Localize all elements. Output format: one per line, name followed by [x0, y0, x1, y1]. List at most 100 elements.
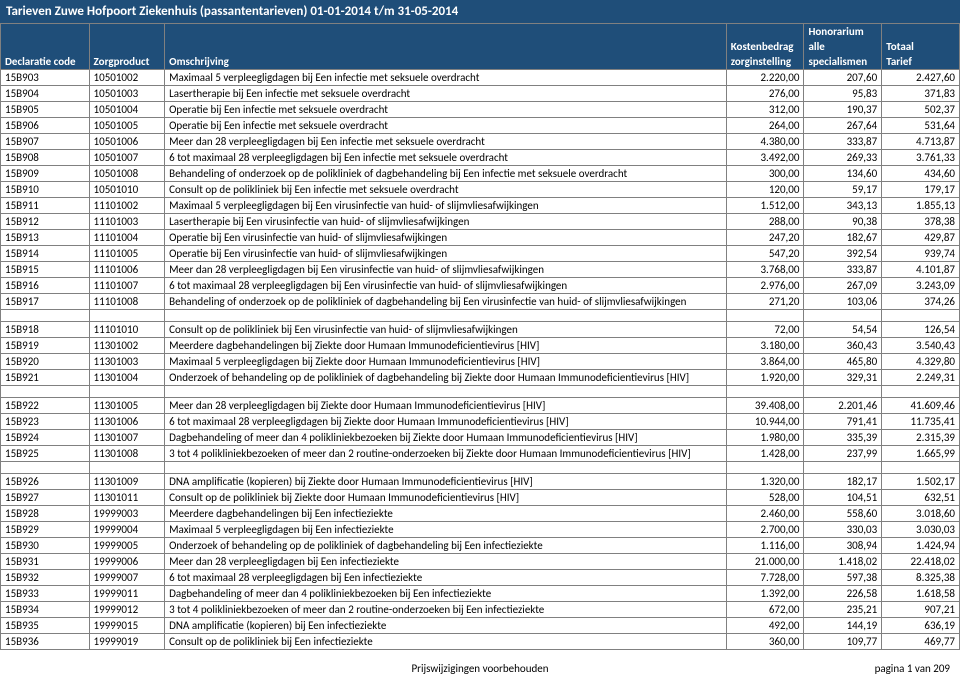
cell-hono: 329,31 — [804, 370, 882, 386]
col-kosten-3: zorginstelling — [726, 54, 804, 70]
cell-tot: 4.329,80 — [882, 354, 960, 370]
table-row: 15B91911301002Meerdere dagbehandelingen … — [1, 338, 960, 354]
table-row: 15B93119999006Meer dan 28 verpleegligdag… — [1, 554, 960, 570]
cell-zorg: 11301004 — [89, 370, 165, 386]
col-honorarium-1: Honorarium — [804, 24, 882, 40]
cell-omsch: Consult op de polikliniek bij Een infect… — [165, 182, 727, 198]
cell-zorg: 11301005 — [89, 398, 165, 414]
cell-decl: 15B917 — [1, 294, 90, 310]
cell-decl: 15B903 — [1, 70, 90, 86]
cell-kost: 312,00 — [726, 102, 804, 118]
cell-kost: 3.180,00 — [726, 338, 804, 354]
table-row: 15B90710501006Meer dan 28 verpleegligdag… — [1, 134, 960, 150]
cell-hono: 597,38 — [804, 570, 882, 586]
cell-tot: 469,77 — [882, 634, 960, 650]
cell-hono: 90,38 — [804, 214, 882, 230]
cell-hono: 237,99 — [804, 446, 882, 462]
cell-omsch: Maximaal 5 verpleegligdagen bij Een infe… — [165, 522, 727, 538]
cell-zorg: 10501003 — [89, 86, 165, 102]
col-honorarium-2: alle — [804, 39, 882, 54]
cell-omsch: Meer dan 28 verpleegligdagen bij Een inf… — [165, 554, 727, 570]
cell-kost: 1.980,00 — [726, 430, 804, 446]
cell-omsch: Maximaal 5 verpleegligdagen bij Een infe… — [165, 70, 727, 86]
cell-hono: 791,41 — [804, 414, 882, 430]
cell-omsch: Dagbehandeling of meer dan 4 polikliniek… — [165, 430, 727, 446]
cell-kost: 21.000,00 — [726, 554, 804, 570]
table-row: 15B916111010076 tot maximaal 28 verpleeg… — [1, 278, 960, 294]
cell-omsch: DNA amplificatie (kopieren) bij Een infe… — [165, 618, 727, 634]
cell-zorg: 10501007 — [89, 150, 165, 166]
cell-decl: 15B932 — [1, 570, 90, 586]
table-row: 15B92011301003Maximaal 5 verpleegligdage… — [1, 354, 960, 370]
cell-zorg: 10501004 — [89, 102, 165, 118]
cell-tot: 3.540,43 — [882, 338, 960, 354]
cell-zorg: 11101003 — [89, 214, 165, 230]
cell-decl: 15B920 — [1, 354, 90, 370]
cell-zorg: 11301003 — [89, 354, 165, 370]
cell-kost: 72,00 — [726, 322, 804, 338]
cell-zorg: 11101008 — [89, 294, 165, 310]
cell-zorg: 11101005 — [89, 246, 165, 262]
cell-decl: 15B911 — [1, 198, 90, 214]
cell-omsch: Operatie bij Een virusinfectie van huid-… — [165, 246, 727, 262]
cell-zorg: 11101006 — [89, 262, 165, 278]
cell-decl: 15B922 — [1, 398, 90, 414]
cell-kost: 1.512,00 — [726, 198, 804, 214]
cell-kost: 120,00 — [726, 182, 804, 198]
cell-hono: 104,51 — [804, 490, 882, 506]
cell-tot: 632,51 — [882, 490, 960, 506]
cell-kost: 547,20 — [726, 246, 804, 262]
cell-kost: 3.864,00 — [726, 354, 804, 370]
cell-zorg: 11101010 — [89, 322, 165, 338]
cell-kost: 264,00 — [726, 118, 804, 134]
cell-hono: 267,64 — [804, 118, 882, 134]
table-row: 15B93519999015DNA amplificatie (kopieren… — [1, 618, 960, 634]
table-row: 15B93319999011Dagbehandeling of meer dan… — [1, 586, 960, 602]
col-honorarium-3: specialismen — [804, 54, 882, 70]
cell-decl: 15B927 — [1, 490, 90, 506]
cell-tot: 4.713,87 — [882, 134, 960, 150]
cell-hono: 2.201,46 — [804, 398, 882, 414]
spacer-row — [1, 310, 960, 322]
cell-decl: 15B913 — [1, 230, 90, 246]
cell-tot: 907,21 — [882, 602, 960, 618]
cell-omsch: Maximaal 5 verpleegligdagen bij Een viru… — [165, 198, 727, 214]
table-row: 15B91311101004Operatie bij Een virusinfe… — [1, 230, 960, 246]
table-row: 15B90610501005Operatie bij Een infectie … — [1, 118, 960, 134]
cell-zorg: 19999011 — [89, 586, 165, 602]
cell-hono: 335,39 — [804, 430, 882, 446]
spacer-row — [1, 386, 960, 398]
cell-decl: 15B916 — [1, 278, 90, 294]
cell-hono: 333,87 — [804, 134, 882, 150]
cell-zorg: 19999006 — [89, 554, 165, 570]
cell-kost: 7.728,00 — [726, 570, 804, 586]
cell-omsch: Behandeling of onderzoek op de poliklini… — [165, 294, 727, 310]
cell-kost: 2.700,00 — [726, 522, 804, 538]
cell-kost: 2.460,00 — [726, 506, 804, 522]
cell-kost: 1.116,00 — [726, 538, 804, 554]
cell-hono: 392,54 — [804, 246, 882, 262]
cell-zorg: 19999015 — [89, 618, 165, 634]
cell-hono: 267,09 — [804, 278, 882, 294]
table-row: 15B92611301009DNA amplificatie (kopieren… — [1, 474, 960, 490]
cell-hono: 558,60 — [804, 506, 882, 522]
cell-hono: 182,17 — [804, 474, 882, 490]
cell-kost: 2.220,00 — [726, 70, 804, 86]
cell-kost: 2.976,00 — [726, 278, 804, 294]
cell-omsch: Consult op de polikliniek bij Een virusi… — [165, 322, 727, 338]
cell-omsch: 6 tot maximaal 28 verpleegligdagen bij E… — [165, 150, 727, 166]
cell-zorg: 11301007 — [89, 430, 165, 446]
cell-tot: 371,83 — [882, 86, 960, 102]
cell-decl: 15B936 — [1, 634, 90, 650]
cell-omsch: Operatie bij Een infectie met seksuele o… — [165, 118, 727, 134]
cell-kost: 1.428,00 — [726, 446, 804, 462]
cell-tot: 1.618,58 — [882, 586, 960, 602]
col-omschrijving: Omschrijving — [165, 24, 727, 70]
cell-kost: 10.944,00 — [726, 414, 804, 430]
cell-kost: 3.768,00 — [726, 262, 804, 278]
cell-decl: 15B928 — [1, 506, 90, 522]
cell-tot: 2.249,31 — [882, 370, 960, 386]
cell-zorg: 19999003 — [89, 506, 165, 522]
cell-decl: 15B915 — [1, 262, 90, 278]
table-row: 15B92919999004Maximaal 5 verpleegligdage… — [1, 522, 960, 538]
